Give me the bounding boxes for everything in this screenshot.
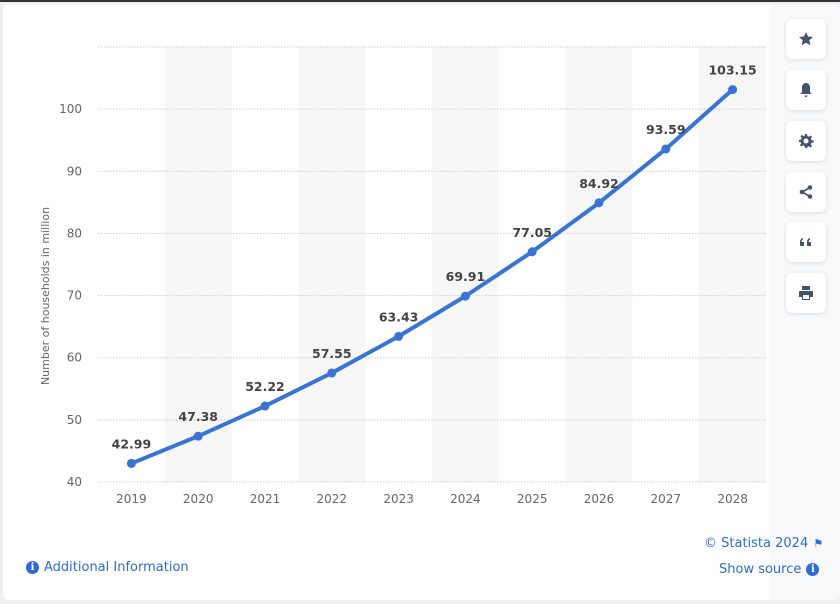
flag-icon: ⚑ bbox=[813, 537, 824, 550]
y-tick-label: 80 bbox=[67, 226, 82, 240]
column-band bbox=[699, 47, 766, 482]
print-button[interactable] bbox=[786, 273, 826, 313]
x-tick-label: 2028 bbox=[717, 492, 748, 506]
additional-info-text: Additional Information bbox=[44, 560, 189, 575]
print-icon bbox=[799, 286, 813, 300]
data-label: 84.92 bbox=[579, 176, 619, 191]
favorite-button[interactable] bbox=[786, 19, 826, 59]
chart-card bbox=[3, 4, 837, 600]
cite-button[interactable] bbox=[786, 222, 826, 262]
info-icon: i bbox=[806, 563, 820, 576]
settings-button[interactable] bbox=[786, 121, 826, 161]
x-tick-label: 2020 bbox=[183, 492, 214, 506]
data-point bbox=[594, 198, 604, 208]
x-tick-label: 2022 bbox=[317, 492, 348, 506]
x-tick-label: 2025 bbox=[517, 492, 548, 506]
x-tick-label: 2027 bbox=[651, 492, 682, 506]
y-tick-label: 70 bbox=[67, 289, 82, 303]
data-point bbox=[460, 291, 470, 301]
data-label: 63.43 bbox=[379, 309, 419, 324]
data-label: 42.99 bbox=[112, 436, 152, 451]
show-source-link[interactable]: Show source i bbox=[719, 562, 820, 577]
quote-icon bbox=[800, 238, 811, 246]
data-label: 69.91 bbox=[446, 269, 486, 284]
bell-icon bbox=[800, 83, 812, 97]
share-button[interactable] bbox=[786, 172, 826, 212]
y-axis-label: Number of households in million bbox=[39, 207, 52, 385]
column-band bbox=[164, 47, 232, 482]
series-line bbox=[129, 87, 735, 466]
notification-button[interactable] bbox=[786, 70, 826, 110]
data-point bbox=[126, 458, 136, 468]
data-point bbox=[527, 247, 537, 257]
additional-information-link[interactable]: i Additional Information bbox=[26, 560, 189, 575]
star-icon bbox=[799, 32, 813, 46]
x-tick-label: 2019 bbox=[116, 492, 147, 506]
data-point bbox=[394, 331, 404, 341]
y-tick-label: 40 bbox=[67, 475, 82, 489]
info-icon: i bbox=[26, 561, 39, 574]
data-label: 47.38 bbox=[178, 409, 218, 424]
x-tick-label: 2023 bbox=[383, 492, 414, 506]
y-tick-label: 50 bbox=[67, 413, 82, 427]
show-source-text: Show source bbox=[719, 562, 802, 577]
data-label: 93.59 bbox=[646, 122, 686, 137]
column-band bbox=[432, 47, 499, 482]
copyright-text: © Statista 2024 bbox=[704, 536, 809, 551]
x-tick-label: 2024 bbox=[450, 492, 481, 506]
y-tick-label: 60 bbox=[67, 351, 82, 365]
data-point bbox=[193, 431, 203, 441]
top-border bbox=[0, 0, 840, 2]
y-tick-label: 100 bbox=[59, 102, 82, 116]
column-band bbox=[565, 47, 633, 482]
x-tick-label: 2026 bbox=[584, 492, 615, 506]
share-icon bbox=[799, 185, 813, 199]
data-point bbox=[728, 85, 738, 95]
data-label: 77.05 bbox=[512, 225, 552, 240]
data-label: 103.15 bbox=[708, 63, 756, 78]
data-point bbox=[327, 368, 337, 378]
x-tick-label: 2021 bbox=[250, 492, 281, 506]
data-label: 57.55 bbox=[312, 346, 352, 361]
statista-copyright[interactable]: © Statista 2024 ⚑ bbox=[704, 536, 823, 551]
column-band bbox=[298, 47, 366, 482]
data-label: 52.22 bbox=[245, 379, 285, 394]
y-tick-label: 90 bbox=[67, 164, 82, 178]
data-point bbox=[260, 401, 270, 411]
data-point bbox=[661, 144, 671, 154]
gear-icon bbox=[799, 134, 814, 148]
